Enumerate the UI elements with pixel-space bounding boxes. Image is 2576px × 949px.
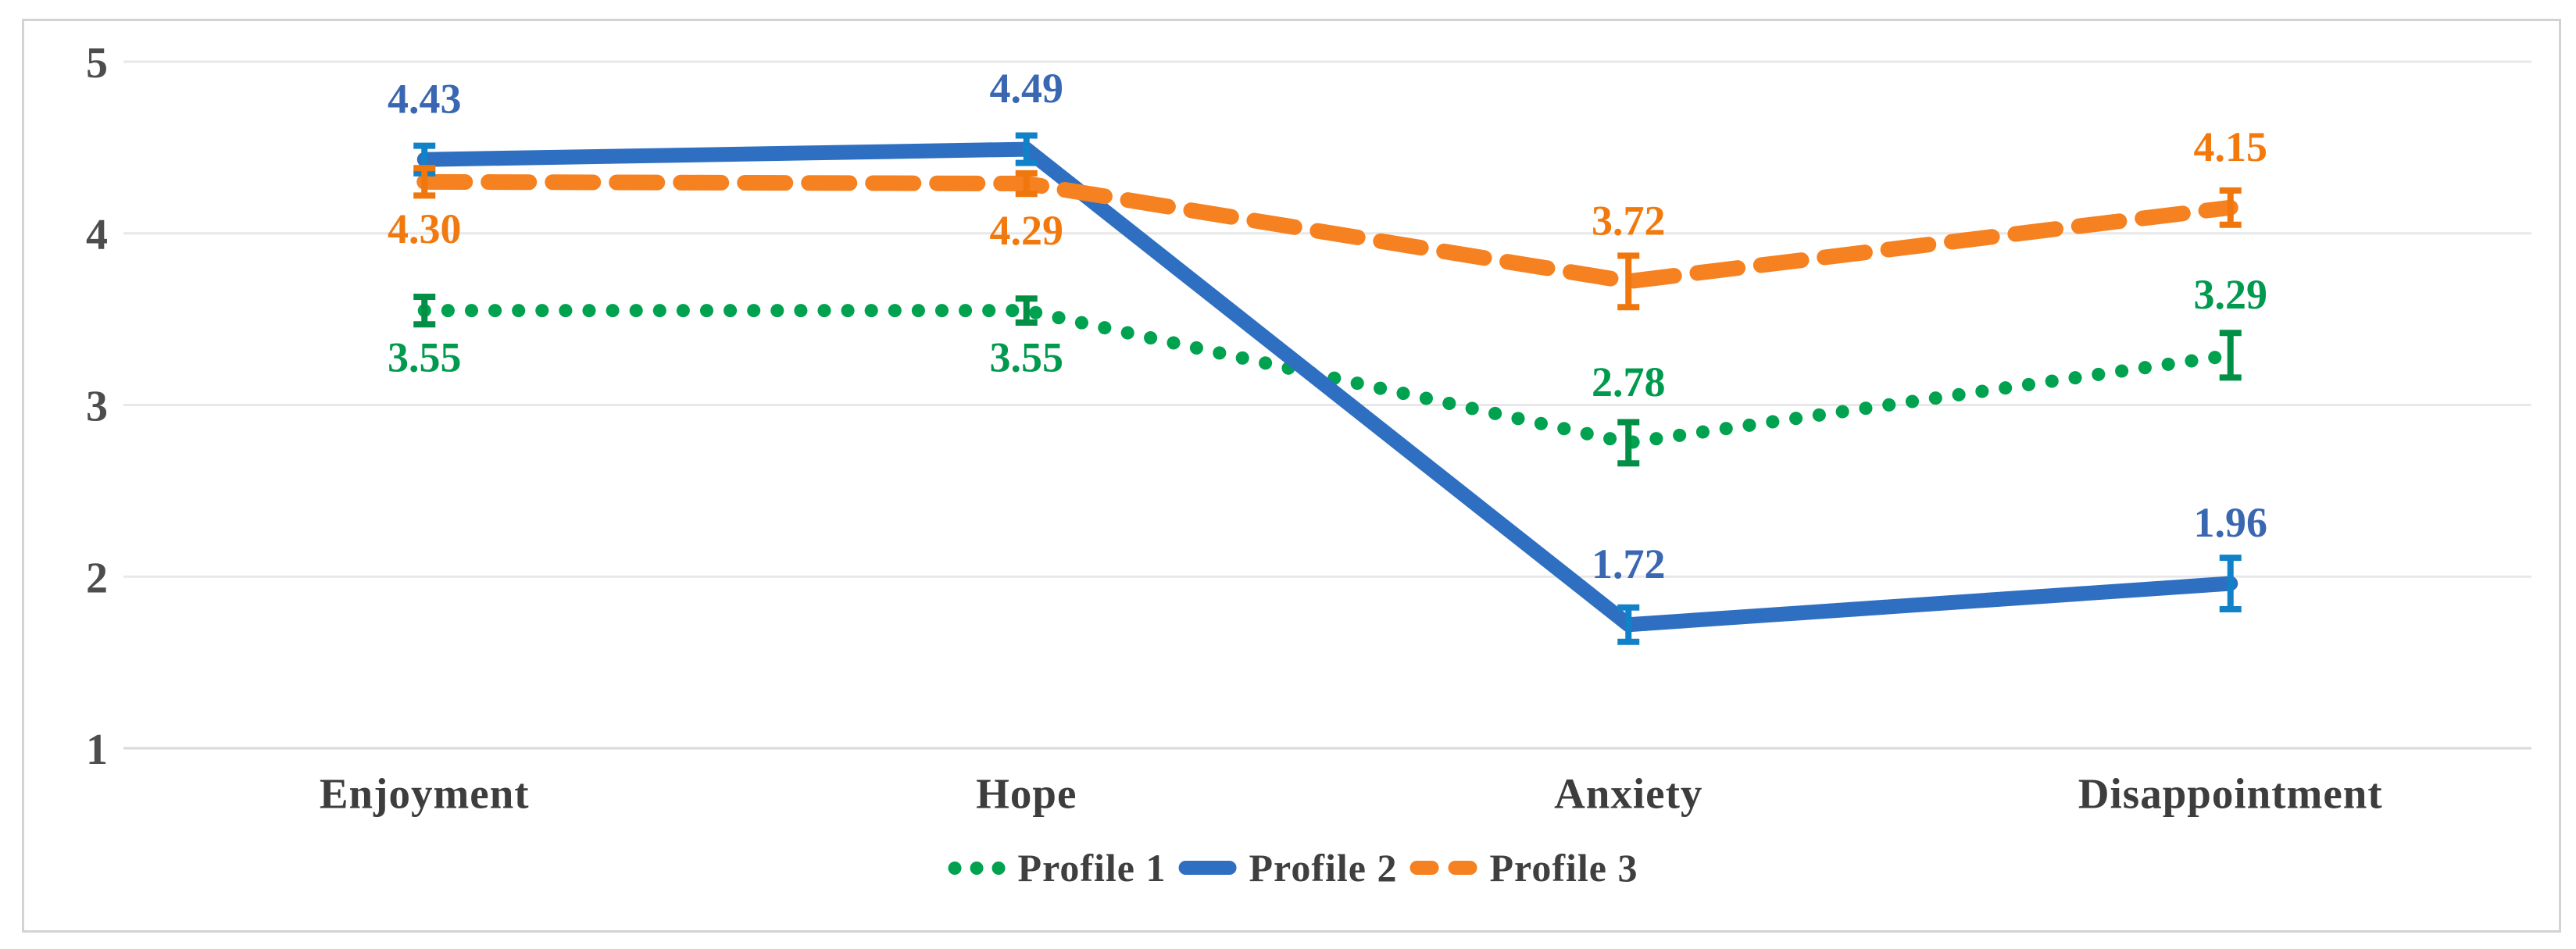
error-bar-profile-1-disappointment [2219,330,2242,381]
series-line-profile-1 [417,304,2238,450]
data-label-profile-2-anxiety: 1.72 [1592,541,1666,587]
error-bar-profile-3-enjoyment [413,165,436,199]
legend-item-profile-1: Profile 1 [948,845,1167,890]
y-tick-label-5: 5 [86,39,108,87]
error-bar-profile-3-hope [1015,169,1038,198]
data-label-profile-3-disappointment: 4.15 [2194,123,2268,170]
data-label-profile-1-hope: 3.55 [990,334,1064,381]
y-tick-label-1: 1 [86,726,108,774]
x-category-label-enjoyment: Enjoyment [320,770,530,818]
y-tick-label-4: 4 [86,211,108,259]
data-label-profile-3-anxiety: 3.72 [1592,197,1666,244]
error-bar-profile-2-disappointment [2219,555,2242,613]
figure-border [22,19,2561,933]
data-label-profile-3-enjoyment: 4.30 [388,205,462,252]
data-label-profile-1-disappointment: 3.29 [2194,271,2268,318]
error-bar-profile-1-enjoyment [413,294,436,328]
chart-legend: Profile 1 Profile 2 Profile 3 [948,845,1638,890]
series-line-profile-3 [416,173,2238,290]
y-tick-label-3: 3 [86,383,108,431]
legend-item-profile-3: Profile 3 [1409,845,1638,890]
error-bar-profile-2-hope [1015,132,1038,166]
data-label-profile-2-disappointment: 1.96 [2194,499,2268,546]
error-bar-profile-2-anxiety [1617,604,1640,645]
data-label-profile-3-hope: 4.29 [990,207,1064,254]
x-category-label-anxiety: Anxiety [1554,770,1702,818]
data-label-profile-2-enjoyment: 4.43 [388,75,462,122]
data-label-profile-1-enjoyment: 3.55 [388,334,462,381]
legend-label: Profile 2 [1249,846,1398,890]
x-category-label-hope: Hope [976,770,1077,818]
legend-label: Profile 1 [1017,846,1167,890]
legend-marker-solid-line-icon [1178,861,1237,875]
error-bar-profile-1-anxiety [1617,419,1640,467]
error-bar-profile-1-hope [1015,295,1038,326]
data-label-profile-1-anxiety: 2.78 [1592,359,1666,405]
legend-item-profile-2: Profile 2 [1178,845,1398,890]
data-label-profile-2-hope: 4.49 [990,65,1064,112]
legend-label: Profile 3 [1489,846,1638,890]
y-tick-label-2: 2 [86,554,108,602]
error-bar-profile-3-anxiety [1617,252,1640,311]
legend-marker-dashed-icon [1409,861,1477,875]
x-category-label-disappointment: Disappointment [2078,770,2383,818]
series-line-profile-2 [416,141,2238,633]
legend-marker-dotted-icon [948,861,1006,875]
error-bar-profile-3-disappointment [2219,187,2242,228]
